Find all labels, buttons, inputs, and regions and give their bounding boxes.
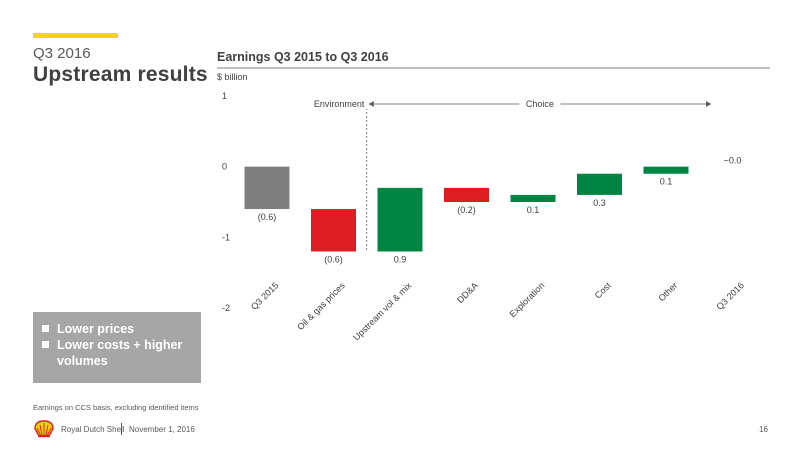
page-number: 16 xyxy=(759,425,768,434)
bar-data-label: 0.9 xyxy=(394,254,407,264)
y-tick-label: 1 xyxy=(222,91,227,101)
waterfall-chart: Earnings Q3 2015 to Q3 2016 $ billion 1 0… xyxy=(217,50,770,343)
bars xyxy=(244,166,689,252)
bar-data-label: 0.3 xyxy=(593,198,606,208)
environment-label: Environment xyxy=(314,99,365,109)
bar xyxy=(244,166,290,210)
category-label: Exploration xyxy=(508,280,547,319)
page-title: Upstream results xyxy=(33,63,208,86)
y-tick-label: -1 xyxy=(222,232,230,242)
bar xyxy=(577,173,622,195)
company-name: Royal Dutch Shell xyxy=(61,425,125,434)
bar-labels: (0.6) (0.6) 0.9 (0.2) 0.1 0.3 0.1 ~0.0 xyxy=(258,156,742,265)
category-label: Oil & gas prices xyxy=(295,280,347,332)
category-label: Q3 2016 xyxy=(714,280,745,311)
shell-logo-icon xyxy=(34,420,54,438)
summary-list: Lower prices Lower costs + higher volume… xyxy=(33,312,201,369)
choice-arrow-head-left xyxy=(368,101,374,107)
category-label: Q3 2015 xyxy=(249,280,280,311)
bullet-item: Lower prices xyxy=(41,321,193,337)
y-tick-label: -2 xyxy=(222,303,230,313)
presentation-date: November 1, 2016 xyxy=(129,425,195,434)
bar xyxy=(510,194,556,202)
choice-arrow-head-right xyxy=(706,101,711,107)
bar-data-label: (0.6) xyxy=(324,254,343,264)
category-label: Other xyxy=(656,280,679,303)
bar-data-label: ~0.0 xyxy=(724,156,742,166)
bar xyxy=(643,166,689,174)
bar xyxy=(444,187,489,202)
chart-title: Earnings Q3 2015 to Q3 2016 xyxy=(217,50,389,64)
y-tick-label: 0 xyxy=(222,162,227,172)
slide-kicker: Q3 2016 xyxy=(33,45,91,62)
bullet-item: Lower costs + higher volumes xyxy=(41,337,193,369)
bar-data-label: (0.2) xyxy=(457,205,476,215)
category-label: Upstream vol & mix xyxy=(351,280,414,343)
category-labels: Q3 2015 Oil & gas prices Upstream vol & mi… xyxy=(249,280,746,343)
choice-label: Choice xyxy=(526,99,554,109)
bar xyxy=(377,187,423,252)
environment-label-bg xyxy=(305,97,373,109)
category-label: DD&A xyxy=(455,280,480,305)
category-label: Cost xyxy=(593,280,614,301)
choice-label-bg xyxy=(519,97,561,109)
bar-data-label: 0.1 xyxy=(660,177,673,187)
y-axis-ticks: 1 0 -1 -2 xyxy=(222,91,230,313)
footer-divider xyxy=(121,423,122,435)
footer: Royal Dutch Shell November 1, 2016 16 xyxy=(33,420,768,438)
bracket-annotations: Environment Choice xyxy=(305,97,711,250)
bar-data-label: 0.1 xyxy=(527,205,540,215)
accent-bar xyxy=(33,33,118,38)
summary-box: Lower prices Lower costs + higher volume… xyxy=(33,312,201,383)
y-axis-label: $ billion xyxy=(217,72,248,82)
footnote: Earnings on CCS basis, excluding identif… xyxy=(33,403,199,412)
bar xyxy=(311,209,356,252)
bar-data-label: (0.6) xyxy=(258,212,277,222)
